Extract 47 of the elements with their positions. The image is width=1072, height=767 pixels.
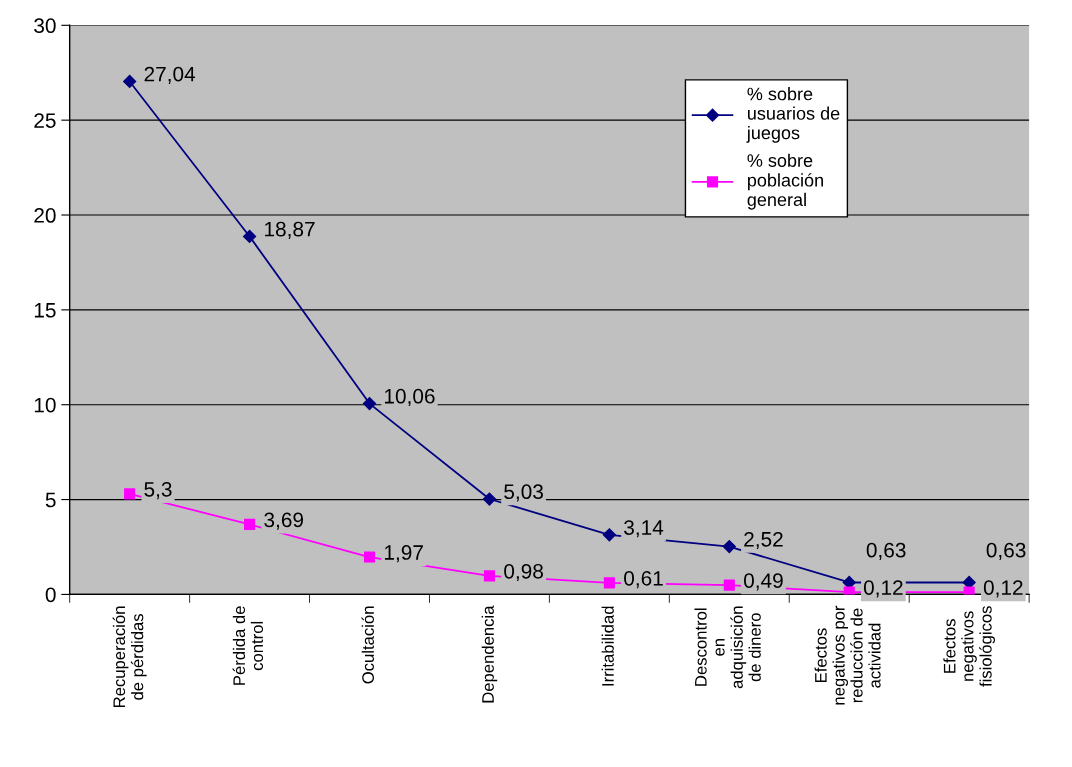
point <box>602 528 616 542</box>
data-label: 0,12 <box>983 580 1023 598</box>
x-tick-label: Recuperación de pérdidas <box>112 606 147 707</box>
data-label: 2,52 <box>744 531 783 550</box>
x-tick-label: Efectos negativos fisiológicos <box>943 606 995 687</box>
point <box>963 586 975 595</box>
legend-label: % sobre población general <box>747 153 823 210</box>
data-label: 1,97 <box>384 545 423 563</box>
point <box>843 586 855 595</box>
data-label: 0,12 <box>863 580 903 598</box>
point <box>723 579 735 591</box>
x-tick-label: Efectos negativos por reducción de actividad <box>814 605 881 705</box>
y-tick-label: 5 <box>45 492 56 508</box>
point <box>722 540 736 554</box>
data-label: 5,03 <box>504 484 543 502</box>
x-tick-label: Descontrol en adquisición de dinero <box>694 606 761 689</box>
x-tick-label: Ocultación <box>361 606 374 684</box>
data-label: 5,3 <box>144 481 172 500</box>
point <box>363 551 376 563</box>
data-label: 3,69 <box>264 512 304 530</box>
point <box>123 74 137 89</box>
y-tick-label: 30 <box>34 18 56 34</box>
data-label: 0,61 <box>624 570 663 589</box>
data-label: 27,04 <box>144 66 196 84</box>
y-tick-label: 15 <box>34 303 56 318</box>
y-tick-label: 10 <box>34 397 56 413</box>
point <box>482 492 497 506</box>
legend-label: % sobre usuarios de juegos <box>746 87 840 143</box>
x-tick-label: Dependencia <box>481 605 498 703</box>
data-label: 18,87 <box>265 221 315 239</box>
point <box>124 488 136 500</box>
point <box>603 577 615 589</box>
x-tick-label: Pérdida de control <box>232 606 264 685</box>
point <box>362 396 377 411</box>
y-tick-label: 25 <box>34 113 56 128</box>
point <box>242 229 257 244</box>
y-tick-label: 0 <box>45 587 56 603</box>
data-label: 0,49 <box>744 573 783 591</box>
data-label: 10,06 <box>384 388 435 407</box>
point <box>244 518 256 530</box>
data-label: 0,63 <box>986 542 1026 560</box>
data-label: 0,98 <box>504 563 543 582</box>
data-label: 3,14 <box>624 520 664 538</box>
y-tick-label: 20 <box>34 208 56 223</box>
point <box>483 570 495 582</box>
data-label: 0,63 <box>866 542 906 560</box>
x-tick-label: Irritabilidad <box>601 606 614 686</box>
